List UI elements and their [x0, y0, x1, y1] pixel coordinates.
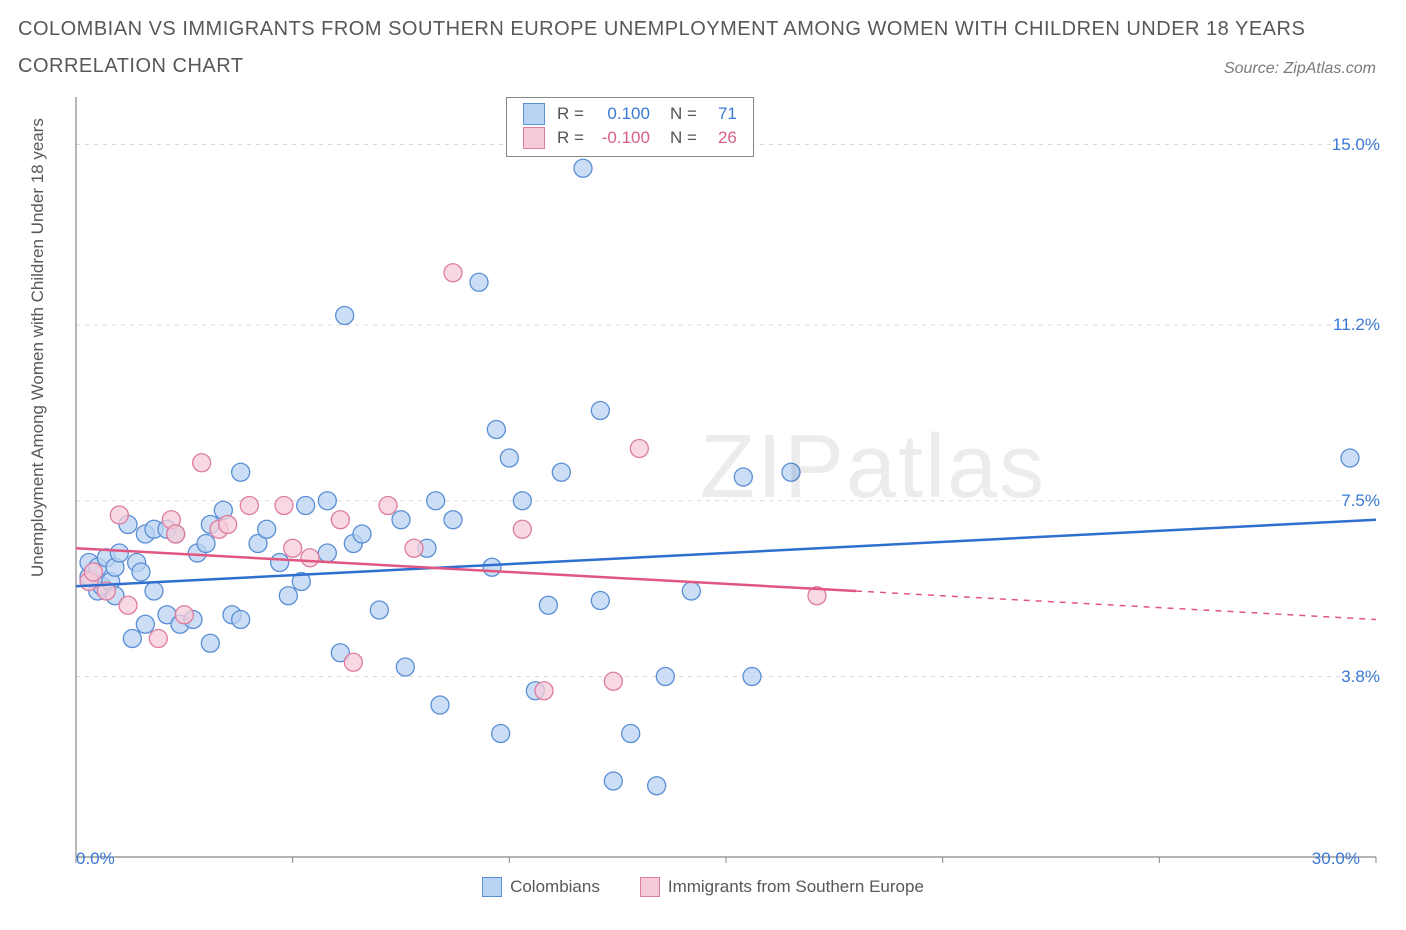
y-tick-label: 7.5% [1341, 491, 1380, 511]
legend-label-colombians: Colombians [510, 877, 600, 897]
legend-label-southern-europe: Immigrants from Southern Europe [668, 877, 924, 897]
x-min-label: 0.0% [76, 849, 115, 869]
chart-area: Unemployment Among Women with Children U… [18, 97, 1388, 897]
title-block: COLOMBIAN VS IMMIGRANTS FROM SOUTHERN EU… [0, 0, 1406, 78]
y-axis-label: Unemployment Among Women with Children U… [28, 118, 48, 577]
series-legend: Colombians Immigrants from Southern Euro… [18, 877, 1388, 897]
scatter-plot-svg [18, 97, 1388, 867]
correlation-legend-box: R =0.100N =71R =-0.100N =26 [506, 97, 754, 157]
x-axis-range-labels: 0.0% 30.0% [76, 849, 1388, 869]
legend-swatch-colombians [482, 877, 502, 897]
y-tick-label: 11.2% [1333, 315, 1380, 335]
chart-title-line-2: CORRELATION CHART [18, 55, 244, 78]
legend-item-southern-europe: Immigrants from Southern Europe [640, 877, 924, 897]
legend-swatch-southern-europe [640, 877, 660, 897]
y-tick-label: 3.8% [1341, 667, 1380, 687]
x-max-label: 30.0% [1312, 849, 1360, 869]
legend-item-colombians: Colombians [482, 877, 600, 897]
legend-box-swatch [523, 103, 545, 125]
legend-box-swatch [523, 127, 545, 149]
chart-title-line-1: COLOMBIAN VS IMMIGRANTS FROM SOUTHERN EU… [18, 18, 1406, 41]
source-attribution: Source: ZipAtlas.com [1224, 60, 1376, 78]
y-tick-label: 15.0% [1332, 135, 1380, 155]
